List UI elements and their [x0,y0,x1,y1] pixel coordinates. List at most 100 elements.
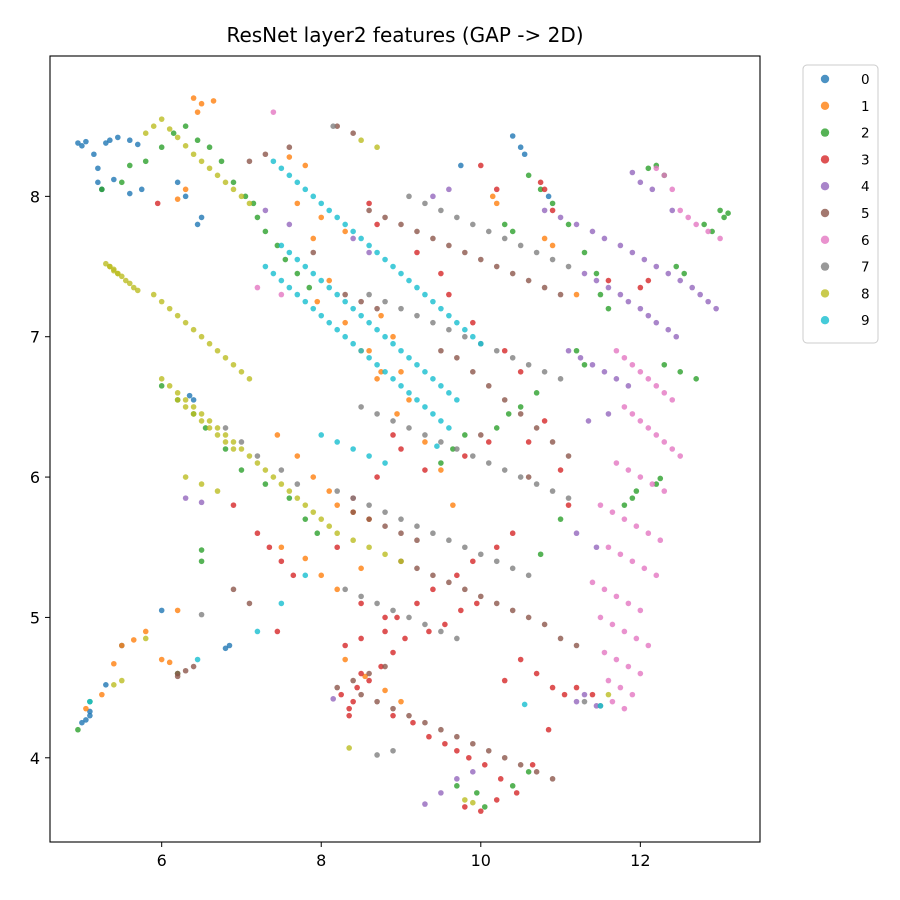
point-class-6 [613,656,620,663]
point-class-3 [426,628,432,635]
point-class-7 [406,425,412,431]
point-class-5 [517,411,524,417]
point-class-4 [649,186,656,193]
point-class-7 [390,418,396,424]
point-class-2 [557,516,564,522]
point-class-9 [382,460,388,466]
point-class-6 [601,586,608,593]
point-class-7 [374,752,380,758]
point-class-2 [238,467,245,473]
point-class-6 [633,523,640,529]
point-class-0 [103,140,109,146]
point-class-8 [286,488,293,494]
point-class-9 [438,305,444,312]
point-class-9 [278,165,285,172]
point-class-4 [601,235,608,242]
point-class-5 [565,453,572,459]
point-class-9 [350,228,356,235]
point-class-8 [246,376,253,382]
point-class-7 [557,376,564,382]
point-class-2 [202,425,209,431]
point-class-2 [126,162,133,169]
point-class-1 [438,467,444,473]
point-class-8 [278,481,285,487]
point-class-2 [517,404,524,410]
point-class-7 [454,446,460,452]
point-class-6 [597,614,604,621]
legend-label-4: 4 [861,179,870,195]
point-class-8 [198,481,205,487]
point-class-5 [470,740,476,747]
point-class-1 [398,369,404,375]
point-class-2 [645,165,652,172]
point-class-4 [262,207,269,214]
x-tick-label: 12 [630,851,650,870]
point-class-5 [350,509,356,515]
point-class-3 [442,740,448,747]
point-class-9 [462,326,468,333]
point-class-2 [629,495,636,501]
point-class-6 [661,439,668,445]
point-class-8 [190,411,197,417]
point-class-6 [657,537,664,544]
point-class-3 [438,270,444,277]
point-class-6 [645,642,652,649]
point-class-3 [350,698,356,705]
point-class-3 [378,663,384,670]
point-class-0 [91,151,97,158]
point-class-7 [422,621,428,628]
legend-marker-0 [820,74,830,84]
point-class-3 [358,670,364,677]
point-class-1 [342,319,348,326]
point-class-5 [358,298,364,305]
point-class-1 [406,397,412,403]
point-class-9 [366,354,372,361]
point-class-0 [517,144,524,151]
point-class-7 [477,551,484,558]
point-class-4 [673,333,680,340]
point-class-1 [342,228,348,235]
point-class-2 [501,221,508,228]
point-class-2 [537,186,544,193]
point-class-3 [154,200,161,207]
point-class-2 [657,475,664,482]
point-class-9 [334,214,340,221]
point-class-3 [354,684,360,691]
point-class-9 [446,390,452,396]
point-class-8 [115,270,121,277]
point-class-7 [509,354,516,361]
point-class-7 [358,404,364,410]
point-class-2 [621,502,628,508]
point-class-0 [174,179,181,186]
point-class-7 [517,242,524,249]
point-class-8 [238,193,245,200]
point-class-6 [629,411,636,417]
point-class-1 [541,235,548,242]
point-class-1 [422,439,428,445]
point-class-5 [366,670,372,677]
point-class-2 [725,210,731,216]
x-tick-label: 8 [316,851,326,870]
point-class-6 [653,432,660,438]
point-class-8 [374,144,380,151]
point-class-1 [294,453,301,459]
point-class-2 [474,790,480,796]
point-class-2 [549,200,556,207]
point-class-9 [334,326,340,333]
point-class-3 [549,207,556,214]
point-class-9 [342,298,348,305]
point-class-2 [450,446,456,452]
point-class-4 [286,221,293,228]
point-class-3 [541,418,548,424]
point-class-8 [334,530,340,537]
point-class-7 [581,698,588,705]
point-class-9 [318,432,325,438]
point-class-6 [661,172,668,179]
point-class-7 [462,333,468,340]
point-class-5 [446,579,452,586]
point-class-1 [390,333,396,340]
point-class-9 [382,256,388,263]
point-class-4 [422,801,428,807]
series-9-points [87,158,604,709]
